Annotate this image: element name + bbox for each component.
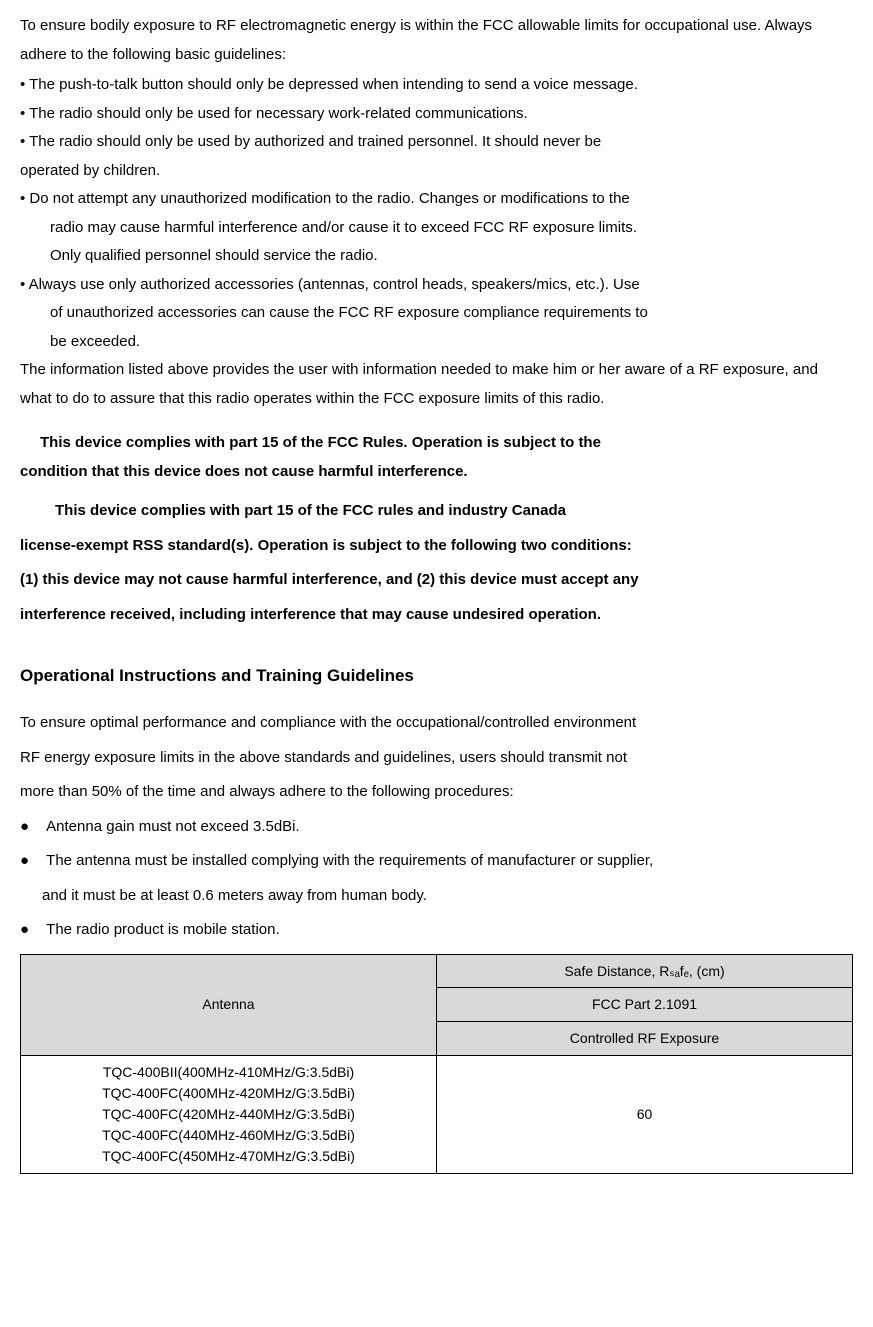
dot-2a-text: The antenna must be installed complying … [46,852,653,869]
antenna-list-cell: TQC-400BII(400MHz-410MHz/G:3.5dBi) TQC-4… [21,1055,437,1173]
th-safe-distance: Safe Distance, Rₛₐfₑ, (cm) [437,954,853,988]
bullet-dot-icon: ● [20,844,42,879]
antenna-item: TQC-400BII(400MHz-410MHz/G:3.5dBi) [27,1062,430,1083]
compliance-2-line2: license-exempt RSS standard(s). Operatio… [20,529,853,564]
bullet-5-line2: of unauthorized accessories can cause th… [20,299,853,328]
intro-text: To ensure bodily exposure to RF electrom… [20,12,853,69]
op-intro-line3: more than 50% of the time and always adh… [20,775,853,810]
bullet-2: • The radio should only be used for nece… [20,100,853,129]
compliance-2-line1: This device complies with part 15 of the… [20,494,853,529]
dot-bullet-3: ● The radio product is mobile station. [20,913,853,948]
dot-1-text: Antenna gain must not exceed 3.5dBi. [46,818,300,835]
compliance-2-line3: (1) this device may not cause harmful in… [20,563,853,598]
bullet-5-line1: • Always use only authorized accessories… [20,271,853,300]
bullet-dot-icon: ● [20,913,42,948]
antenna-item: TQC-400FC(450MHz-470MHz/G:3.5dBi) [27,1146,430,1167]
bullet-3-line1: • The radio should only be used by autho… [20,128,853,157]
bullet-4-line2: radio may cause harmful interference and… [20,214,853,243]
antenna-item: TQC-400FC(420MHz-440MHz/G:3.5dBi) [27,1104,430,1125]
op-intro-line1: To ensure optimal performance and compli… [20,706,853,741]
summary-text: The information listed above provides th… [20,356,853,413]
bullet-dot-icon: ● [20,810,42,845]
section-heading: Operational Instructions and Training Gu… [20,660,853,692]
th-fcc-part: FCC Part 2.1091 [437,988,853,1022]
antenna-table: Antenna Safe Distance, Rₛₐfₑ, (cm) FCC P… [20,954,853,1174]
compliance-2-line4: interference received, including interfe… [20,598,853,633]
bullet-5-line3: be exceeded. [20,328,853,357]
distance-value-cell: 60 [437,1055,853,1173]
bullet-3-line2: operated by children. [20,157,853,186]
antenna-item: TQC-400FC(440MHz-460MHz/G:3.5dBi) [27,1125,430,1146]
th-antenna: Antenna [21,954,437,1055]
dot-bullet-1: ● Antenna gain must not exceed 3.5dBi. [20,810,853,845]
bullet-4-line3: Only qualified personnel should service … [20,242,853,271]
bullet-4-line1: • Do not attempt any unauthorized modifi… [20,185,853,214]
th-controlled: Controlled RF Exposure [437,1021,853,1055]
antenna-item: TQC-400FC(400MHz-420MHz/G:3.5dBi) [27,1083,430,1104]
dot-bullet-2a: ● The antenna must be installed complyin… [20,844,853,879]
bullet-1: • The push-to-talk button should only be… [20,71,853,100]
dot-3-text: The radio product is mobile station. [46,921,279,938]
op-intro-line2: RF energy exposure limits in the above s… [20,741,853,776]
dot-bullet-2b: and it must be at least 0.6 meters away … [20,879,853,914]
compliance-1-line2: condition that this device does not caus… [20,458,853,487]
compliance-1-line1: This device complies with part 15 of the… [20,429,853,458]
